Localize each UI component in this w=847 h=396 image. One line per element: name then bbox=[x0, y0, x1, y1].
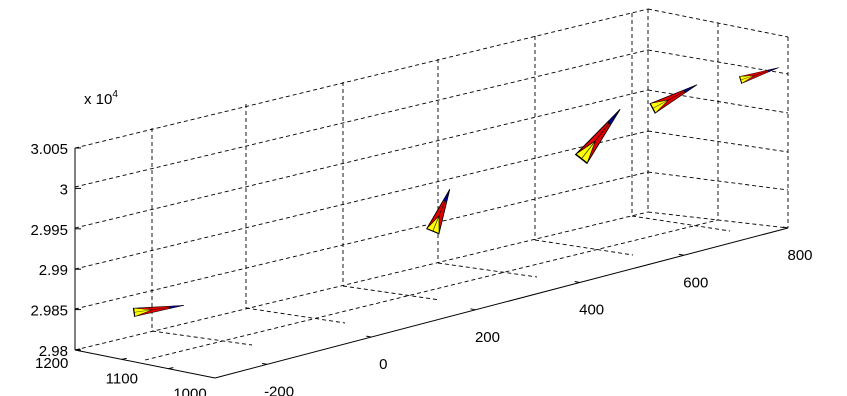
aircraft-marker bbox=[132, 305, 184, 317]
x-tick-label: 1000 bbox=[173, 386, 206, 396]
aircraft-marker bbox=[738, 67, 779, 84]
x-tick-label: 1200 bbox=[35, 355, 68, 372]
aircraft-marker bbox=[649, 84, 698, 114]
y-tick-mark bbox=[470, 308, 476, 311]
aircraft-markers bbox=[132, 67, 779, 317]
y-tick-label: -200 bbox=[264, 383, 294, 396]
y-tick-mark bbox=[782, 226, 789, 229]
x-tick-mark bbox=[121, 357, 127, 360]
z-axis-ticks: 2.98 2.985 2.99 2.995 3 3.005 bbox=[30, 141, 81, 360]
x-axis-ticks: 1200 1100 1000 bbox=[35, 348, 207, 396]
x-tick-mark bbox=[168, 367, 174, 370]
y-tick-mark bbox=[574, 281, 580, 284]
z-tick-label: 2.98 bbox=[39, 343, 68, 360]
y-tick-mark bbox=[366, 335, 372, 338]
y-tick-mark bbox=[261, 362, 268, 365]
z-tick-label: 3.005 bbox=[30, 141, 68, 158]
z-tick-label: 2.985 bbox=[30, 303, 68, 320]
y-tick-label: 0 bbox=[379, 356, 387, 373]
y-tick-mark bbox=[678, 253, 684, 256]
aircraft-marker bbox=[426, 189, 451, 235]
y-tick-label: 600 bbox=[683, 274, 708, 291]
z-tick-label: 3 bbox=[60, 181, 68, 198]
aircraft-marker bbox=[574, 108, 621, 165]
y-axis-ticks: -200 0 200 400 600 800 bbox=[261, 226, 813, 396]
y-tick-label: 800 bbox=[787, 247, 812, 264]
grid-lines bbox=[74, 8, 789, 361]
y-tick-label: 200 bbox=[475, 329, 500, 346]
z-tick-label: 2.99 bbox=[39, 262, 68, 279]
z-multiplier-base: x 10 bbox=[84, 91, 112, 108]
z-tick-label: 2.995 bbox=[30, 222, 68, 239]
y-tick-label: 400 bbox=[579, 302, 604, 319]
z-multiplier-exponent: 4 bbox=[112, 89, 118, 100]
x-tick-mark bbox=[74, 348, 81, 351]
z-multiplier-label: x 104 bbox=[84, 89, 118, 108]
axes bbox=[74, 148, 789, 379]
x-tick-label: 1100 bbox=[106, 370, 138, 387]
